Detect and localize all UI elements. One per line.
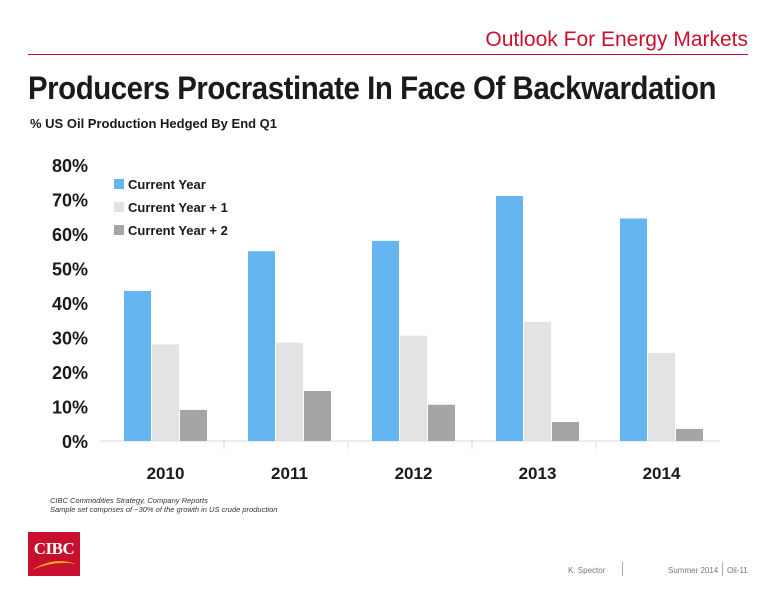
- y-tick-label: 80%: [52, 156, 88, 176]
- y-tick-label: 40%: [52, 294, 88, 314]
- x-tick-label: 2014: [643, 464, 681, 483]
- logo-swoosh-icon: [32, 561, 76, 570]
- bar-2010-series-1: [124, 290, 151, 441]
- y-tick-label: 70%: [52, 191, 88, 211]
- legend-swatch-3: [114, 225, 124, 235]
- cibc-logo: CIBC: [28, 532, 80, 576]
- bar-2012-series-3: [428, 404, 455, 441]
- bar-2012-series-1: [372, 240, 399, 441]
- footer-date: Summer 2014: [668, 566, 719, 575]
- footer-page: Oil-11: [727, 566, 748, 575]
- bar-2013-series-1: [496, 196, 523, 441]
- y-tick-label: 0%: [62, 432, 88, 452]
- bar-2011-series-2: [276, 342, 303, 441]
- bar-2013-series-3: [552, 422, 579, 441]
- bar-2011-series-3: [304, 390, 331, 441]
- y-tick-label: 10%: [52, 398, 88, 418]
- footer-separator: [722, 562, 723, 576]
- y-tick-label: 30%: [52, 329, 88, 349]
- footer-author: K. Spector: [568, 566, 606, 575]
- x-tick-label: 2010: [147, 464, 185, 483]
- source-line-1: CIBC Commodities Strategy, Company Repor…: [50, 496, 208, 505]
- bar-2014-series-1: [620, 218, 647, 441]
- bar-2014-series-2: [648, 353, 675, 441]
- x-tick-label: 2011: [271, 464, 308, 483]
- bar-2010-series-2: [152, 344, 179, 441]
- legend-label-1: Current Year: [128, 177, 206, 192]
- section-title: Outlook For Energy Markets: [485, 28, 748, 51]
- source-note: CIBC Commodities Strategy, Company Repor…: [50, 496, 277, 514]
- legend-swatch-1: [114, 179, 124, 189]
- y-tick-label: 20%: [52, 363, 88, 383]
- bar-2012-series-2: [400, 335, 427, 441]
- bar-2011-series-1: [248, 251, 275, 441]
- x-tick-label: 2012: [395, 464, 433, 483]
- y-tick-label: 60%: [52, 225, 88, 245]
- chart-subtitle: % US Oil Production Hedged By End Q1: [30, 116, 278, 131]
- y-tick-label: 50%: [52, 260, 88, 280]
- bar-2010-series-3: [180, 409, 207, 441]
- x-tick-label: 2013: [519, 464, 557, 483]
- legend-swatch-2: [114, 202, 124, 212]
- header-divider: [28, 54, 748, 55]
- legend-label-2: Current Year + 1: [128, 200, 228, 215]
- legend-label-3: Current Year + 2: [128, 223, 228, 238]
- bar-2014-series-3: [676, 428, 703, 441]
- logo-text: CIBC: [33, 539, 75, 558]
- bar-2013-series-2: [524, 321, 551, 441]
- footer-separator: [622, 562, 623, 576]
- source-line-2: Sample set comprises of ~30% of the grow…: [50, 505, 278, 514]
- slide-title: Producers Procrastinate In Face Of Backw…: [28, 70, 716, 106]
